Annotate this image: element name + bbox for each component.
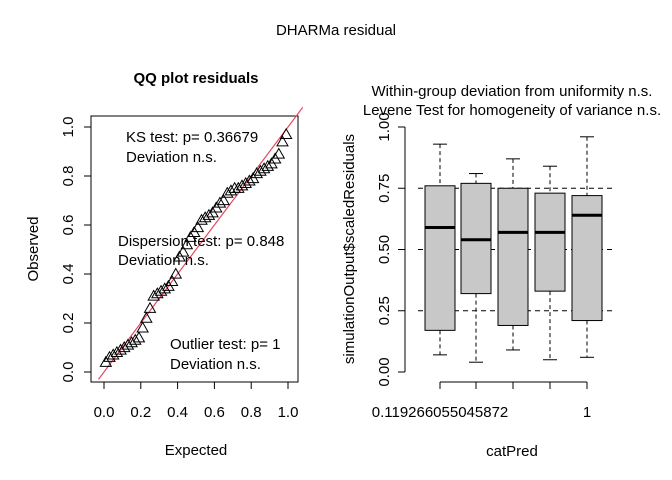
boxplot-boxes bbox=[424, 136, 603, 363]
qq-point bbox=[191, 220, 205, 233]
boxplot-box-group bbox=[497, 158, 529, 351]
boxplot-y-tick-label: 0.75 bbox=[376, 174, 393, 203]
outlier-test-text: Outlier test: p= 1 bbox=[170, 336, 280, 353]
qq-y-tick-label: 0.8 bbox=[60, 166, 77, 187]
qq-y-tick-label: 1.0 bbox=[60, 117, 77, 138]
boxplot-y-tick-label: 1.00 bbox=[376, 112, 393, 141]
qq-x-axis-label: Expected bbox=[165, 442, 228, 459]
qq-point bbox=[132, 331, 146, 343]
qq-x-axis: 0.0 0.2 0.4 0.6 0.8 1.0 bbox=[94, 381, 299, 421]
qq-y-axis: 0.0 0.2 0.4 0.6 0.8 1.0 bbox=[60, 117, 92, 383]
qq-point bbox=[128, 333, 142, 345]
qq-point bbox=[217, 193, 230, 206]
boxplot-x-axis: 0.119266055045872 1 bbox=[372, 381, 591, 421]
qq-plot-title: QQ plot residuals bbox=[133, 70, 258, 87]
boxplot-y-tick-label: 0.25 bbox=[376, 296, 393, 325]
qq-points bbox=[99, 127, 293, 367]
boxplot-x-axis-label: catPred bbox=[486, 443, 538, 460]
qq-point bbox=[180, 238, 194, 250]
boxplot-box bbox=[424, 185, 456, 331]
qq-point bbox=[213, 196, 227, 208]
boxplot-title-line-2: Levene Test for homogeneity of variance … bbox=[363, 102, 661, 119]
qq-reference-line bbox=[98, 107, 304, 380]
qq-y-axis-label: Observed bbox=[25, 216, 42, 281]
qq-point bbox=[169, 267, 183, 279]
ks-test-text: KS test: p= 0.36679 bbox=[126, 129, 258, 146]
boxplot-box-group bbox=[571, 136, 603, 358]
qq-point bbox=[165, 274, 179, 286]
boxplot-title-line-1: Within-group deviation from uniformity n… bbox=[372, 83, 653, 100]
qq-point bbox=[242, 174, 256, 186]
figure-title: DHARMa residual bbox=[276, 22, 396, 39]
qq-point bbox=[158, 282, 172, 294]
qq-point bbox=[279, 127, 293, 139]
qq-point bbox=[136, 321, 150, 333]
boxplot-box-group bbox=[460, 173, 492, 363]
qq-x-tick-label: 0.2 bbox=[130, 404, 151, 421]
qq-y-tick-label: 0.4 bbox=[60, 264, 77, 285]
qq-x-tick-label: 0.0 bbox=[94, 404, 115, 421]
qq-point bbox=[202, 208, 216, 220]
qq-point bbox=[276, 135, 289, 147]
boxplot-box-group bbox=[534, 165, 566, 361]
boxplot-box bbox=[534, 192, 566, 292]
qq-point bbox=[176, 245, 190, 257]
qq-plot-panel: QQ plot residuals 0.0 0.2 0.4 0.6 0.8 1.0 0.0… bbox=[25, 70, 304, 459]
dispersion-deviation-text: Deviation n.s. bbox=[118, 252, 209, 269]
boxplot-panel: Within-group deviation from uniformity n… bbox=[341, 83, 661, 460]
boxplot-x-tick-label: 1 bbox=[583, 404, 591, 421]
qq-x-tick-label: 1.0 bbox=[278, 404, 299, 421]
qq-point bbox=[143, 301, 157, 313]
boxplot-y-axis: 0.00 0.25 0.50 0.75 1.00 bbox=[376, 112, 406, 387]
dispersion-test-text: Dispersion test: p= 0.848 bbox=[118, 233, 284, 250]
boxplot-y-axis-label: simulationOutput$scaledResiduals bbox=[341, 134, 358, 364]
qq-point bbox=[272, 147, 286, 159]
qq-point bbox=[139, 311, 153, 323]
boxplot-box-group bbox=[424, 143, 456, 356]
boxplot-x-tick-label: 0.119266055045872 bbox=[372, 404, 509, 421]
qq-x-tick-label: 0.6 bbox=[204, 404, 225, 421]
qq-x-tick-label: 0.4 bbox=[167, 404, 188, 421]
qq-y-tick-label: 0.6 bbox=[60, 215, 77, 236]
boxplot-y-tick-label: 0.00 bbox=[376, 357, 393, 386]
outlier-deviation-text: Deviation n.s. bbox=[170, 356, 261, 373]
qq-y-tick-label: 0.2 bbox=[60, 313, 77, 334]
qq-point bbox=[261, 159, 275, 171]
qq-x-tick-label: 0.8 bbox=[241, 404, 262, 421]
qq-y-tick-label: 0.0 bbox=[60, 362, 77, 383]
boxplot-y-tick-label: 0.50 bbox=[376, 235, 393, 264]
boxplot-box bbox=[497, 187, 529, 326]
ks-deviation-text: Deviation n.s. bbox=[126, 149, 217, 166]
